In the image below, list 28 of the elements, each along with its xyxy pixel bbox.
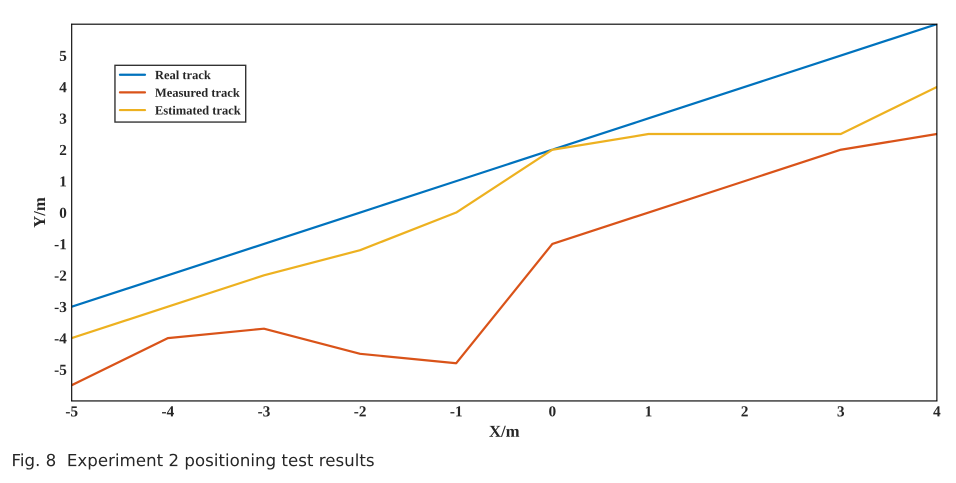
y-tick-label: -4 bbox=[54, 333, 67, 344]
y-tick-label: 0 bbox=[60, 208, 66, 218]
caption: Fig. 8 Experiment 2 positioning test results bbox=[13, 453, 374, 470]
y-tick-label: -2 bbox=[54, 270, 66, 281]
x-tick-label: 4 bbox=[933, 406, 940, 416]
legend-label: Measured track bbox=[155, 88, 240, 97]
legend-label: Real track bbox=[155, 70, 211, 80]
line-series bbox=[72, 86, 937, 340]
x-tick-label: 0 bbox=[549, 406, 556, 417]
x-tick-label: -1 bbox=[450, 406, 462, 416]
y-tick-label: -1 bbox=[54, 239, 66, 250]
y-tick-label: 3 bbox=[60, 114, 66, 124]
x-tick-label: -3 bbox=[258, 406, 270, 417]
x-tick-label: 1 bbox=[646, 406, 652, 416]
y-tick-label: 4 bbox=[59, 82, 67, 92]
y-axis-title: Y/m bbox=[34, 198, 46, 228]
x-axis-title: X/m bbox=[489, 426, 520, 437]
x-tick-label: 2 bbox=[741, 406, 748, 416]
x-tick-label: -4 bbox=[162, 406, 174, 416]
y-tick-label: -3 bbox=[54, 302, 66, 312]
y-tick-label: 1 bbox=[60, 176, 66, 186]
y-tick-label: -5 bbox=[54, 364, 66, 375]
x-tick-label: -2 bbox=[354, 406, 366, 416]
x-tick-label: 3 bbox=[838, 406, 844, 417]
line-series bbox=[72, 132, 937, 386]
y-tick-label: 5 bbox=[60, 50, 66, 61]
legend-label: Estimated track bbox=[155, 106, 241, 115]
y-tick-label: 2 bbox=[60, 144, 66, 156]
